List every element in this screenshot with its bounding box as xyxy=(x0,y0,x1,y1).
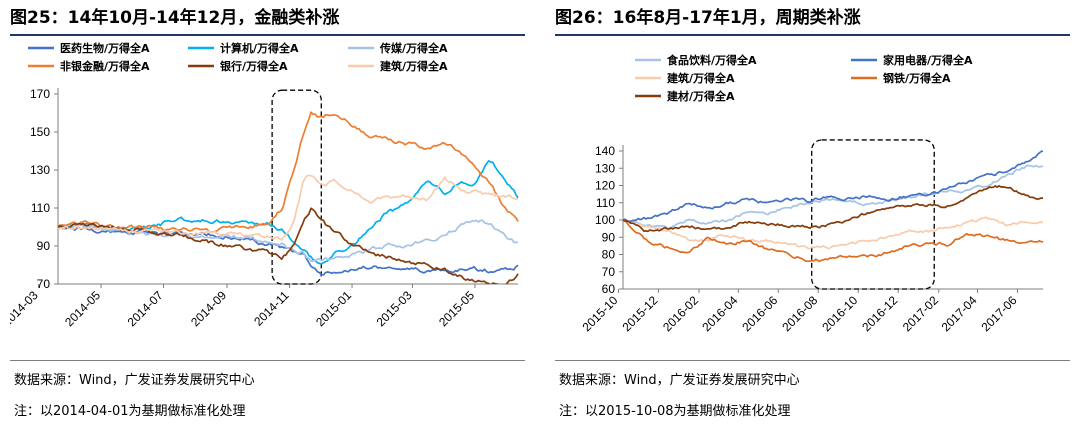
legend-label: 建材/万得全A xyxy=(667,89,735,103)
legend-label: 医药生物/万得全A xyxy=(60,41,150,55)
series-line xyxy=(58,174,519,241)
title-divider xyxy=(555,34,1070,36)
series-line xyxy=(623,150,1044,223)
legend-label: 建筑/万得全A xyxy=(380,59,448,73)
footnote: 注：以2015-10-08为基期做标准化处理 xyxy=(559,404,791,419)
series-line xyxy=(58,219,519,262)
series-line xyxy=(623,216,1044,250)
legend-label: 传媒/万得全A xyxy=(379,41,448,55)
highlight-box xyxy=(811,139,935,290)
y-tick-label: 120 xyxy=(595,179,615,193)
series-line xyxy=(58,111,519,234)
x-tick-label: 2015-12 xyxy=(619,293,660,334)
data-source: 数据来源：Wind，广发证券发展研究中心 xyxy=(14,373,255,388)
x-tick-label: 2016-08 xyxy=(779,293,820,334)
highlight-box xyxy=(271,89,322,285)
y-tick-label: 70 xyxy=(602,265,616,279)
y-tick-label: 130 xyxy=(30,163,50,177)
y-tick-label: 90 xyxy=(602,230,616,244)
x-tick-label: 2017-04 xyxy=(939,293,980,334)
y-tick-label: 110 xyxy=(31,201,50,215)
x-tick-label: 2016-10 xyxy=(819,293,860,334)
legend-label: 计算机/万得全A xyxy=(220,41,299,55)
y-tick-label: 70 xyxy=(37,277,51,291)
line-chart-cyclicals: 食品饮料/万得全A 家用电器/万得全A 建筑/万得全A 钢铁/万得全A 建材/万得全A 6… xyxy=(579,53,1044,334)
x-tick-label: 2014-11 xyxy=(251,288,292,329)
x-tick-label: 2014-03 xyxy=(10,288,41,329)
legend-label: 家用电器/万得全A xyxy=(883,53,973,67)
x-tick-label: 2015-01 xyxy=(313,288,354,329)
x-tick-label: 2014-09 xyxy=(188,288,229,329)
series-line xyxy=(623,219,1044,263)
figure-title: 图26：16年8月-17年1月，周期类补涨 xyxy=(555,8,861,28)
x-tick-label: 2016-02 xyxy=(660,293,701,334)
source-divider xyxy=(555,360,1070,361)
x-tick-label: 2014-05 xyxy=(62,288,103,329)
y-tick-label: 90 xyxy=(37,239,51,253)
x-tick-label: 2017-02 xyxy=(900,293,941,334)
x-tick-label: 2015-10 xyxy=(579,293,620,334)
footnote: 注：以2014-04-01为基期做标准化处理 xyxy=(14,404,246,419)
y-tick-label: 60 xyxy=(602,282,616,296)
x-tick-label: 2016-06 xyxy=(739,293,780,334)
chart-panel-left: 图25：14年10月-14年12月，金融类补涨 医药生物/万得全A 计算机/万得全… xyxy=(10,0,535,430)
series-line xyxy=(623,164,1044,230)
data-source: 数据来源：Wind，广发证券发展研究中心 xyxy=(559,373,800,388)
series-line xyxy=(623,184,1044,233)
figure-title: 图25：14年10月-14年12月，金融类补涨 xyxy=(10,8,340,28)
y-tick-label: 140 xyxy=(595,144,615,158)
y-tick-label: 130 xyxy=(595,161,615,175)
legend-label: 非银金融/万得全A xyxy=(60,59,150,73)
y-tick-label: 80 xyxy=(602,248,616,262)
x-tick-label: 2017-06 xyxy=(979,293,1020,334)
x-tick-label: 2016-12 xyxy=(859,293,900,334)
y-tick-label: 170 xyxy=(30,87,50,101)
legend-label: 食品饮料/万得全A xyxy=(667,53,757,67)
x-tick-label: 2015-05 xyxy=(436,288,477,329)
line-chart-financials: 医药生物/万得全A 计算机/万得全A 传媒/万得全A 非银金融/万得全A 银行/万得全A… xyxy=(10,41,519,329)
legend-label: 钢铁/万得全A xyxy=(883,71,951,85)
x-tick-label: 2015-03 xyxy=(374,288,415,329)
x-tick-label: 2014-07 xyxy=(125,288,166,329)
series-line xyxy=(58,207,519,284)
y-tick-label: 150 xyxy=(30,125,50,139)
chart-panel-right: 图26：16年8月-17年1月，周期类补涨 食品饮料/万得全A 家用电器/万得全A… xyxy=(555,0,1080,430)
y-tick-label: 100 xyxy=(595,213,615,227)
x-tick-label: 2016-04 xyxy=(699,293,740,334)
title-divider xyxy=(10,34,525,36)
y-tick-label: 110 xyxy=(596,196,615,210)
source-divider xyxy=(10,360,525,361)
legend-label: 建筑/万得全A xyxy=(667,71,735,85)
legend-label: 银行/万得全A xyxy=(220,59,288,73)
